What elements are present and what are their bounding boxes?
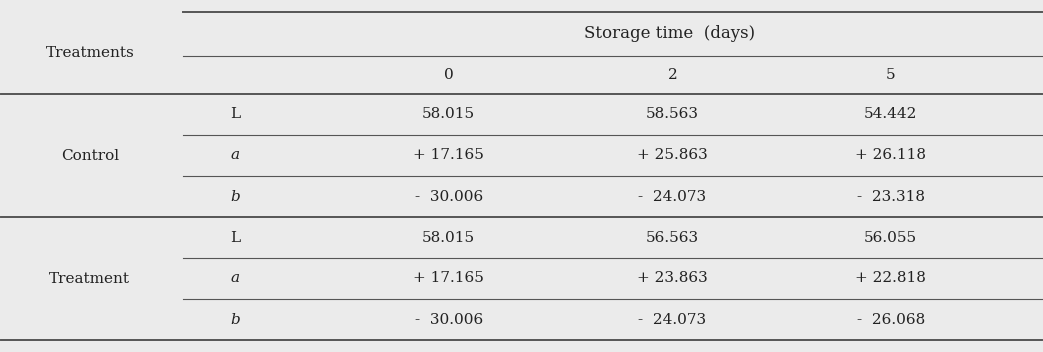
Text: + 17.165: + 17.165 [413, 271, 484, 285]
Text: a: a [231, 271, 240, 285]
Text: -  26.068: - 26.068 [856, 313, 925, 327]
Text: 58.015: 58.015 [422, 107, 476, 121]
Text: 56.055: 56.055 [865, 231, 918, 245]
Text: -  30.006: - 30.006 [414, 313, 483, 327]
Text: + 23.863: + 23.863 [637, 271, 708, 285]
Text: -  24.073: - 24.073 [638, 313, 706, 327]
Text: 54.442: 54.442 [864, 107, 918, 121]
Text: 2: 2 [668, 68, 677, 82]
Text: Control: Control [60, 149, 119, 163]
Text: -  24.073: - 24.073 [638, 190, 706, 203]
Text: 58.015: 58.015 [422, 231, 476, 245]
Text: + 22.818: + 22.818 [855, 271, 926, 285]
Text: + 26.118: + 26.118 [855, 149, 926, 162]
Text: L: L [231, 107, 241, 121]
Text: -  23.318: - 23.318 [856, 190, 925, 203]
Text: 5: 5 [886, 68, 896, 82]
Text: L: L [231, 231, 241, 245]
Text: b: b [231, 190, 240, 203]
Text: Storage time  (days): Storage time (days) [584, 25, 755, 42]
Text: 0: 0 [444, 68, 454, 82]
Text: Treatments: Treatments [46, 46, 135, 60]
Text: + 25.863: + 25.863 [637, 149, 708, 162]
Text: + 17.165: + 17.165 [413, 149, 484, 162]
Text: b: b [231, 313, 240, 327]
Text: 56.563: 56.563 [646, 231, 699, 245]
Text: 58.563: 58.563 [646, 107, 699, 121]
Text: -  30.006: - 30.006 [414, 190, 483, 203]
Text: a: a [231, 149, 240, 162]
Text: Treatment: Treatment [49, 272, 130, 286]
